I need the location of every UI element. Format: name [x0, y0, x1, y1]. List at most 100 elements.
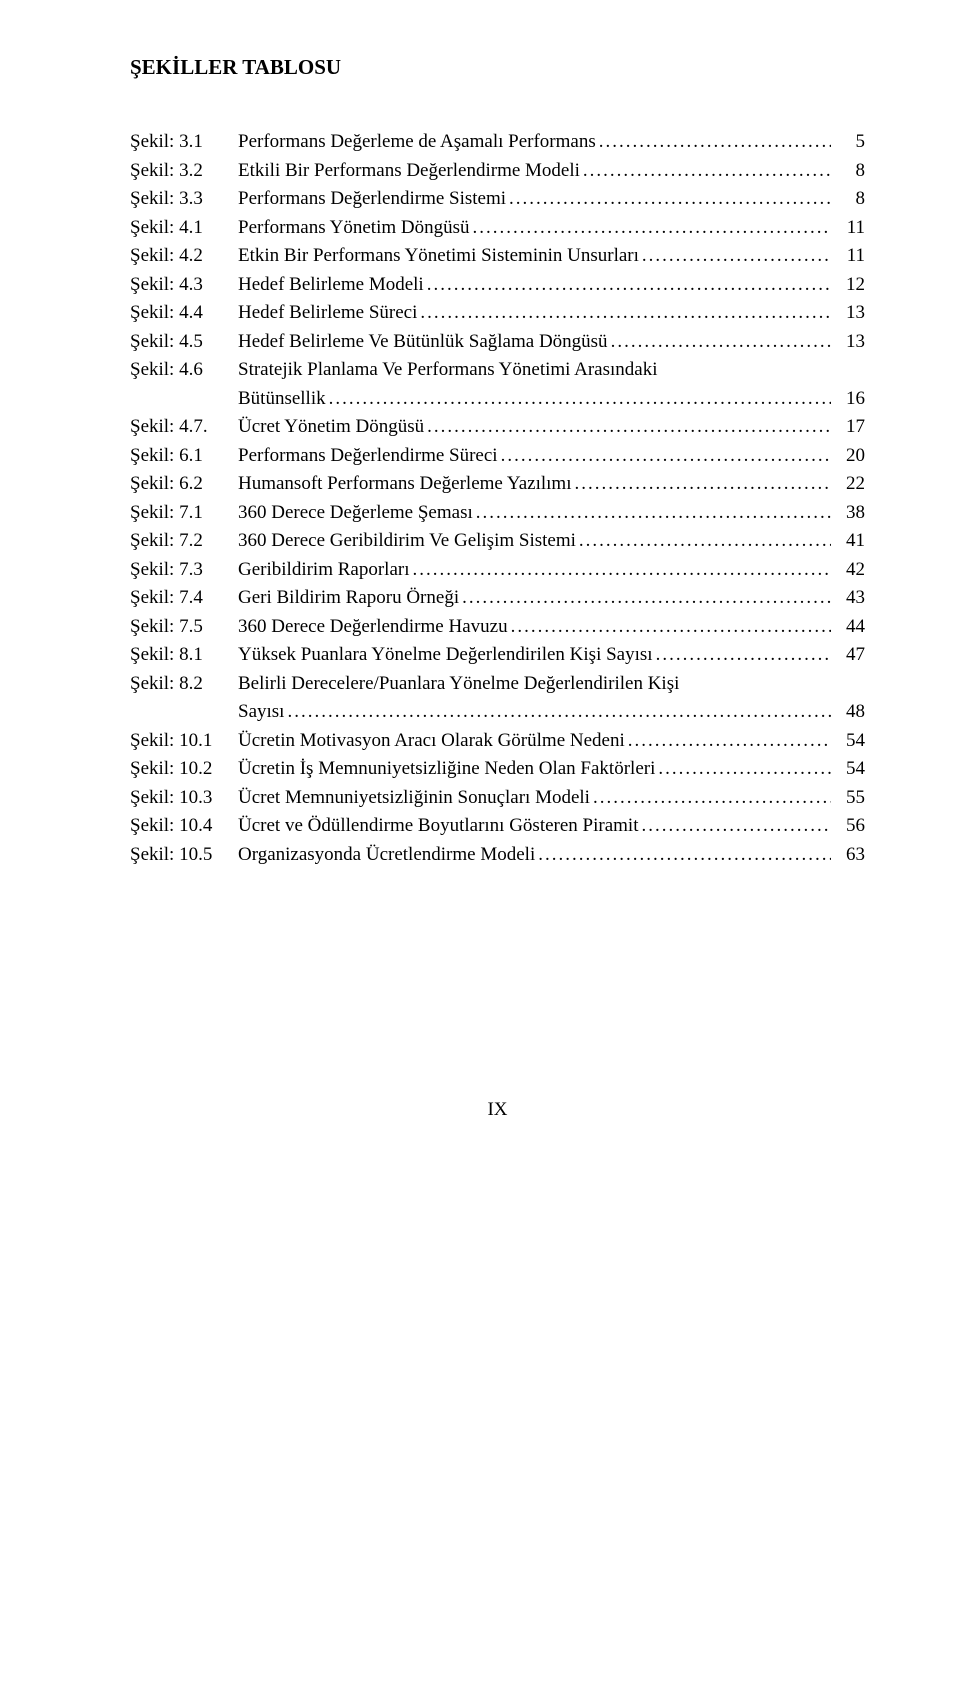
toc-description: Performans Değerlendirme Süreci — [238, 442, 498, 471]
toc-description-wrap: Hedef Belirleme Ve Bütünlük Sağlama Döng… — [238, 328, 831, 357]
toc-description: Ücretin Motivasyon Aracı Olarak Görülme … — [238, 727, 625, 756]
toc-label: Şekil: 7.4 — [130, 584, 238, 613]
toc-leader: ........................................… — [498, 442, 831, 471]
toc-leader: ........................................… — [326, 385, 831, 414]
toc-page: 54 — [831, 755, 865, 784]
toc-leader: ........................................… — [417, 299, 831, 328]
toc-description: Sayısı — [238, 698, 284, 727]
toc-page: 55 — [831, 784, 865, 813]
toc-leader: ........................................… — [653, 641, 831, 670]
toc-leader: ........................................… — [284, 698, 831, 727]
toc-description-wrap: Ücretin İş Memnuniyetsizliğine Neden Ola… — [238, 755, 831, 784]
toc-row: Şekil: 7.5360 Derece Değerlendirme Havuz… — [130, 613, 865, 642]
toc-description-wrap: Hedef Belirleme Modeli..................… — [238, 271, 831, 300]
toc-page: 16 — [831, 385, 865, 414]
toc-description-wrap: Etkili Bir Performans Değerlendirme Mode… — [238, 157, 831, 186]
toc-label: Şekil: 3.2 — [130, 157, 238, 186]
toc-description-wrap: Geri Bildirim Raporu Örneği.............… — [238, 584, 831, 613]
toc-page: 8 — [831, 157, 865, 186]
toc-page: 11 — [831, 214, 865, 243]
toc-label: Şekil: 10.4 — [130, 812, 238, 841]
toc-description-wrap: Humansoft Performans Değerleme Yazılımı.… — [238, 470, 831, 499]
toc-page: 41 — [831, 527, 865, 556]
toc-description: 360 Derece Geribildirim Ve Gelişim Siste… — [238, 527, 576, 556]
toc-description: Yüksek Puanlara Yönelme Değerlendirilen … — [238, 641, 653, 670]
toc-label: Şekil: 6.2 — [130, 470, 238, 499]
toc-label: Şekil: 4.6 — [130, 356, 238, 385]
toc-page: 43 — [831, 584, 865, 613]
toc-row: Şekil: 4.5Hedef Belirleme Ve Bütünlük Sa… — [130, 328, 865, 357]
toc-page: 22 — [831, 470, 865, 499]
toc-row: Şekil: 7.1360 Derece Değerleme Şeması...… — [130, 499, 865, 528]
toc-label: Şekil: 4.3 — [130, 271, 238, 300]
toc-row: Şekil: 4.3Hedef Belirleme Modeli........… — [130, 271, 865, 300]
toc-leader: ........................................… — [590, 784, 831, 813]
toc-description-wrap: Hedef Belirleme Süreci..................… — [238, 299, 831, 328]
toc-page: 11 — [831, 242, 865, 271]
toc-page: 42 — [831, 556, 865, 585]
toc-description: 360 Derece Değerlendirme Havuzu — [238, 613, 508, 642]
toc-row: Şekil: 4.6Stratejik Planlama Ve Performa… — [130, 356, 865, 385]
toc-description: Ücret Memnuniyetsizliğinin Sonuçları Mod… — [238, 784, 590, 813]
toc-leader: ........................................… — [571, 470, 831, 499]
toc-label: Şekil: 10.2 — [130, 755, 238, 784]
toc-label: Şekil: 7.5 — [130, 613, 238, 642]
toc-leader: ........................................… — [424, 413, 831, 442]
toc-leader: ........................................… — [580, 157, 831, 186]
toc-description-wrap: Etkin Bir Performans Yönetimi Sisteminin… — [238, 242, 831, 271]
toc-description: Hedef Belirleme Modeli — [238, 271, 424, 300]
toc-description-wrap: Ücret Memnuniyetsizliğinin Sonuçları Mod… — [238, 784, 831, 813]
toc-page: 8 — [831, 185, 865, 214]
toc-description-wrap: Performans Yönetim Döngüsü..............… — [238, 214, 831, 243]
toc-leader: ........................................… — [596, 128, 831, 157]
toc-row: Şekil: 4.2Etkin Bir Performans Yönetimi … — [130, 242, 865, 271]
toc-label: Şekil: 4.2 — [130, 242, 238, 271]
toc-page: 47 — [831, 641, 865, 670]
toc-page: 12 — [831, 271, 865, 300]
toc-leader: ........................................… — [409, 556, 831, 585]
toc-row: Şekil: 10.3Ücret Memnuniyetsizliğinin So… — [130, 784, 865, 813]
toc-description-wrap: Performans Değerlendirme Süreci.........… — [238, 442, 831, 471]
toc-description-wrap: Yüksek Puanlara Yönelme Değerlendirilen … — [238, 641, 831, 670]
toc-leader: ........................................… — [459, 584, 831, 613]
toc-label: Şekil: 3.3 — [130, 185, 238, 214]
toc-leader: ........................................… — [576, 527, 831, 556]
toc-label: Şekil: 4.5 — [130, 328, 238, 357]
toc-row-continuation: Sayısı..................................… — [130, 698, 865, 727]
toc-description: Performans Değerleme de Aşamalı Performa… — [238, 128, 596, 157]
toc-leader: ........................................… — [470, 214, 832, 243]
table-of-figures: Şekil: 3.1Performans Değerleme de Aşamal… — [130, 128, 865, 869]
toc-description: Performans Değerlendirme Sistemi — [238, 185, 506, 214]
toc-row: Şekil: 4.4Hedef Belirleme Süreci........… — [130, 299, 865, 328]
toc-label: Şekil: 10.1 — [130, 727, 238, 756]
toc-description-wrap: Performans Değerlendirme Sistemi........… — [238, 185, 831, 214]
toc-description: Hedef Belirleme Ve Bütünlük Sağlama Döng… — [238, 328, 608, 357]
toc-leader: ........................................… — [535, 841, 831, 870]
toc-leader: ........................................… — [424, 271, 831, 300]
toc-row: Şekil: 6.1Performans Değerlendirme Sürec… — [130, 442, 865, 471]
toc-label: Şekil: 3.1 — [130, 128, 238, 157]
toc-page: 20 — [831, 442, 865, 471]
toc-description: Geribildirim Raporları — [238, 556, 409, 585]
toc-row: Şekil: 6.2Humansoft Performans Değerleme… — [130, 470, 865, 499]
toc-description: Stratejik Planlama Ve Performans Yönetim… — [238, 356, 658, 385]
toc-label: Şekil: 4.7. — [130, 413, 238, 442]
toc-description: Geri Bildirim Raporu Örneği — [238, 584, 459, 613]
toc-row: Şekil: 10.1Ücretin Motivasyon Aracı Olar… — [130, 727, 865, 756]
toc-page: 38 — [831, 499, 865, 528]
toc-row: Şekil: 3.1Performans Değerleme de Aşamal… — [130, 128, 865, 157]
toc-row: Şekil: 8.1Yüksek Puanlara Yönelme Değerl… — [130, 641, 865, 670]
toc-row: Şekil: 7.4Geri Bildirim Raporu Örneği...… — [130, 584, 865, 613]
toc-description-wrap: Ücret ve Ödüllendirme Boyutlarını Göster… — [238, 812, 831, 841]
toc-row: Şekil: 10.4Ücret ve Ödüllendirme Boyutla… — [130, 812, 865, 841]
toc-label: Şekil: 7.2 — [130, 527, 238, 556]
toc-description: Organizasyonda Ücretlendirme Modeli — [238, 841, 535, 870]
toc-leader: ........................................… — [608, 328, 831, 357]
toc-description-wrap: Sayısı..................................… — [238, 698, 831, 727]
toc-row: Şekil: 4.7.Ücret Yönetim Döngüsü........… — [130, 413, 865, 442]
toc-row: Şekil: 7.3Geribildirim Raporları........… — [130, 556, 865, 585]
toc-leader: ........................................… — [638, 812, 831, 841]
toc-leader: ........................................… — [506, 185, 831, 214]
toc-leader: ........................................… — [473, 499, 831, 528]
toc-label: Şekil: 10.5 — [130, 841, 238, 870]
